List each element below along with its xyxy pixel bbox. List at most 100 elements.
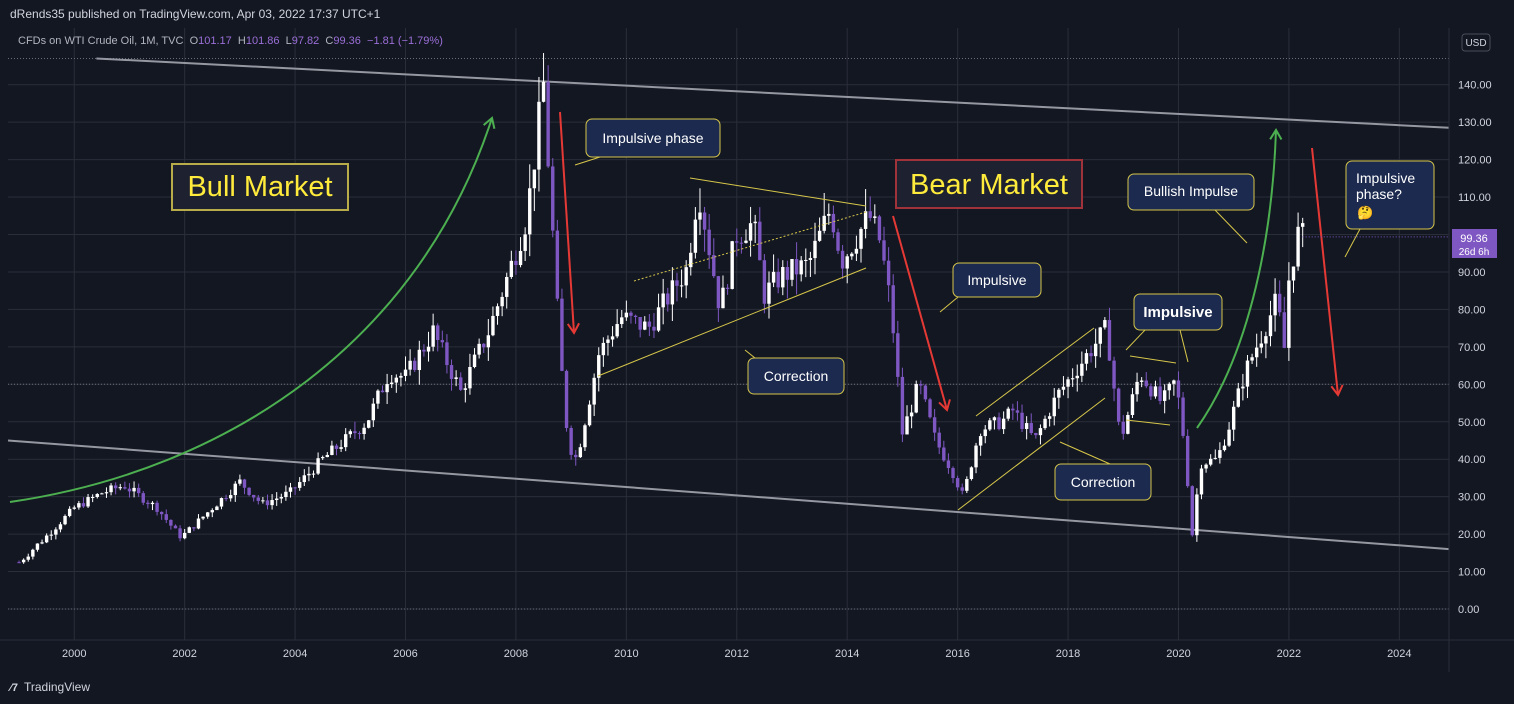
tradingview-logo-icon: ⁄7 bbox=[10, 682, 18, 694]
candle-body bbox=[514, 260, 518, 266]
candle-body bbox=[698, 212, 702, 220]
candle-body bbox=[592, 377, 596, 405]
callout-impulsive-1-text: Impulsive bbox=[967, 272, 1026, 288]
candle-body bbox=[845, 256, 849, 269]
candle-body bbox=[1116, 388, 1121, 422]
candle-body bbox=[992, 417, 997, 421]
candle-body bbox=[541, 81, 546, 102]
candle-body bbox=[983, 429, 987, 437]
candle-body bbox=[569, 428, 573, 455]
candle-body bbox=[693, 219, 698, 253]
candle-body bbox=[836, 232, 840, 251]
callout-impulsive-2-text: Impulsive bbox=[1143, 304, 1212, 321]
candle-body bbox=[610, 336, 615, 340]
bear-market-label: Bear Market bbox=[910, 169, 1068, 201]
candle-body bbox=[1158, 386, 1162, 401]
candle-body bbox=[877, 216, 882, 241]
candle-body bbox=[942, 447, 946, 461]
candle-body bbox=[1222, 445, 1227, 451]
candle-body bbox=[564, 370, 569, 429]
candle-body bbox=[279, 497, 283, 499]
price-axis[interactable]: 0.00 10.00 20.00 30.00 40.00 50.00 60.00 70.00 8… bbox=[1448, 28, 1492, 672]
triangle-mid-dotted-line bbox=[633, 211, 867, 282]
candle-body bbox=[735, 241, 739, 243]
candle-body bbox=[587, 404, 592, 426]
symbol-legend[interactable]: CFDs on WTI Crude Oil, 1M, TVC O101.17 H… bbox=[18, 35, 443, 47]
bull-green-arrow bbox=[9, 117, 493, 503]
candle-body bbox=[1075, 375, 1079, 379]
candle-body bbox=[482, 343, 486, 348]
candle-body bbox=[574, 454, 578, 458]
candle-body bbox=[923, 385, 928, 400]
x-tick-label: 2008 bbox=[504, 648, 528, 660]
candle-body bbox=[960, 487, 964, 491]
candle-body bbox=[1149, 386, 1153, 397]
currency-label: USD bbox=[1465, 38, 1486, 49]
y-tick-label: 90.00 bbox=[1458, 267, 1486, 279]
x-tick-label: 2004 bbox=[283, 648, 307, 660]
candle-body bbox=[477, 343, 481, 355]
candle-body bbox=[90, 496, 95, 498]
x-tick-label: 2002 bbox=[172, 648, 196, 660]
candle-body bbox=[785, 267, 790, 280]
candle-body bbox=[136, 487, 141, 494]
candle-body bbox=[1066, 379, 1070, 387]
candle-body bbox=[26, 556, 30, 560]
candle-body bbox=[72, 507, 76, 509]
candle-body bbox=[578, 447, 583, 458]
candle-body bbox=[850, 253, 854, 257]
candle-body bbox=[1139, 380, 1144, 382]
candle-body bbox=[873, 216, 877, 218]
candle-body bbox=[210, 510, 214, 513]
candle-body bbox=[638, 316, 642, 330]
upper-channel-line bbox=[96, 57, 1450, 129]
candle-body bbox=[449, 365, 454, 379]
candle-body bbox=[679, 285, 684, 287]
candle-body bbox=[1259, 343, 1263, 348]
candle-body bbox=[491, 315, 495, 336]
recovery-green-arrowhead bbox=[1269, 128, 1283, 141]
candle-body bbox=[58, 524, 63, 530]
candle-body bbox=[1121, 421, 1125, 434]
candle-body bbox=[771, 271, 776, 283]
candle-body bbox=[344, 434, 348, 448]
candle-body bbox=[1176, 380, 1181, 398]
candle-body bbox=[1296, 226, 1300, 267]
bear-market-box bbox=[895, 159, 1083, 209]
last-price-value: 99.36 bbox=[1460, 233, 1488, 245]
candle-body bbox=[583, 425, 587, 448]
callout-impulsive-1: Impulsive bbox=[939, 262, 1042, 313]
candle-body bbox=[919, 384, 923, 386]
callout-impulsive-phase-text: Impulsive phase bbox=[602, 130, 703, 146]
currency-badge[interactable]: USD bbox=[1461, 33, 1491, 52]
y-tick-label: 10.00 bbox=[1458, 567, 1486, 579]
candle-body bbox=[1282, 312, 1286, 348]
candle-body bbox=[555, 230, 560, 299]
candle-body bbox=[380, 390, 385, 393]
candle-body bbox=[357, 433, 362, 435]
candle-body bbox=[233, 483, 237, 496]
low-value: 97.82 bbox=[291, 35, 320, 47]
candle-body bbox=[164, 514, 168, 520]
candle-body bbox=[1153, 386, 1158, 397]
publish-header: dRends35 published on TradingView.com, A… bbox=[0, 0, 1514, 28]
time-axis[interactable]: 2000 2002 2004 2006 2008 2010 2012 2014 2016 2018… bbox=[0, 639, 1514, 660]
y-tick-label: 0.00 bbox=[1458, 604, 1479, 616]
candle-body bbox=[868, 211, 872, 218]
candle-body bbox=[44, 535, 49, 543]
high-value: 101.86 bbox=[245, 35, 280, 47]
candle-body bbox=[454, 377, 458, 379]
candle-body bbox=[321, 457, 325, 459]
red-arrow-2008 bbox=[559, 111, 575, 334]
candle-body bbox=[946, 460, 951, 469]
candle-body bbox=[1089, 353, 1093, 357]
flag-lower-line bbox=[1125, 419, 1171, 426]
candle-body bbox=[1218, 450, 1222, 458]
candle-body bbox=[831, 213, 836, 233]
candle-body bbox=[675, 280, 679, 286]
candle-body bbox=[1162, 390, 1167, 401]
candle-body bbox=[201, 516, 205, 519]
candle-body bbox=[1195, 494, 1199, 536]
candle-body bbox=[652, 326, 656, 331]
